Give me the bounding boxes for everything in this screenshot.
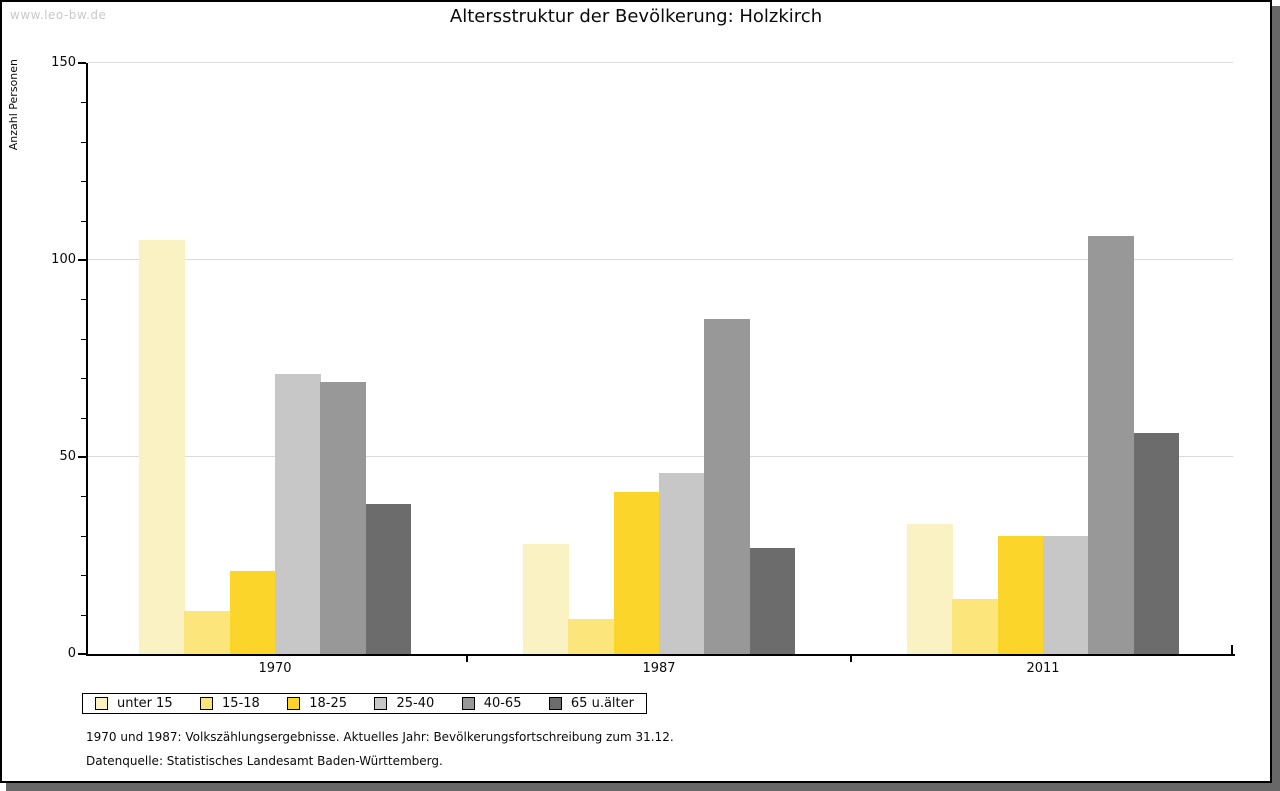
y-tick-minor-20 bbox=[81, 575, 86, 577]
bar-2011-25-40 bbox=[1043, 536, 1089, 654]
y-tick-major-0 bbox=[78, 653, 86, 655]
legend-swatch-icon bbox=[548, 697, 562, 710]
y-tick-label-50: 50 bbox=[59, 449, 76, 464]
y-tick-label-100: 100 bbox=[51, 252, 76, 267]
y-tick-minor-140 bbox=[81, 102, 86, 104]
y-tick-minor-110 bbox=[81, 220, 86, 222]
x-category-label-1970: 1970 bbox=[258, 661, 292, 676]
bar-2011-15-18 bbox=[952, 599, 999, 654]
footnote-data-source: Datenquelle: Statistisches Landesamt Bad… bbox=[86, 754, 443, 768]
x-axis-line bbox=[86, 654, 1235, 656]
legend-label: 15-18 bbox=[222, 696, 260, 711]
y-tick-major-100 bbox=[78, 259, 86, 261]
gridline-50 bbox=[88, 456, 1233, 457]
legend-swatch-icon bbox=[200, 697, 214, 710]
bar-1987-15-18 bbox=[568, 619, 615, 654]
bar-1970-15-18 bbox=[184, 611, 231, 654]
legend-item-15-18: 15-18 bbox=[200, 696, 260, 711]
y-tick-minor-80 bbox=[81, 338, 86, 340]
legend-swatch-icon bbox=[461, 697, 475, 710]
bar-1970-unter-15 bbox=[139, 240, 185, 654]
gridline-100 bbox=[88, 259, 1233, 260]
legend-label: 25-40 bbox=[396, 696, 435, 711]
bar-1987-unter-15 bbox=[523, 544, 569, 654]
legend-label: 18-25 bbox=[309, 696, 348, 711]
leo-bw-watermark: www.leo-bw.de bbox=[10, 8, 107, 22]
y-tick-minor-40 bbox=[81, 496, 86, 498]
y-tick-label-0: 0 bbox=[67, 646, 76, 661]
y-tick-minor-30 bbox=[81, 535, 86, 537]
y-tick-minor-120 bbox=[81, 181, 86, 183]
bar-1970-40-65 bbox=[320, 382, 367, 654]
legend-label: 65 u.älter bbox=[570, 696, 634, 711]
y-tick-minor-60 bbox=[81, 417, 86, 419]
legend-item-65-u-lter: 65 u.älter bbox=[548, 696, 634, 711]
y-tick-minor-10 bbox=[81, 614, 86, 616]
x-axis-end-tick bbox=[1231, 645, 1233, 654]
legend-swatch-icon bbox=[95, 697, 108, 710]
bar-2011-unter-15 bbox=[907, 524, 953, 654]
bar-1987-25-40 bbox=[659, 473, 705, 654]
y-tick-minor-90 bbox=[81, 299, 86, 301]
bar-1987-40-65 bbox=[704, 319, 751, 654]
plot-area: 0 50 100 150 1970 1987 2011 bbox=[51, 55, 1235, 676]
chart-title: Altersstruktur der Bevölkerung: Holzkirc… bbox=[449, 6, 823, 27]
y-tick-major-50 bbox=[78, 456, 86, 458]
bar-1970-65-u-lter bbox=[365, 504, 412, 654]
bar-1987-65-u-lter bbox=[749, 548, 796, 654]
bar-1970-25-40 bbox=[275, 374, 321, 654]
legend-item-unter-15: unter 15 bbox=[95, 696, 173, 711]
y-tick-major-150 bbox=[78, 62, 86, 64]
legend-label: unter 15 bbox=[117, 696, 173, 711]
bar-2011-65-u-lter bbox=[1133, 433, 1180, 654]
gridline-150 bbox=[88, 62, 1233, 63]
y-tick-minor-130 bbox=[81, 141, 86, 143]
x-separator-tick-2 bbox=[850, 656, 852, 662]
bar-2011-40-65 bbox=[1088, 236, 1135, 654]
bar-1970-18-25 bbox=[229, 571, 276, 654]
legend-label: 40-65 bbox=[483, 696, 522, 711]
legend-item-18-25: 18-25 bbox=[287, 696, 347, 711]
legend-item-40-65: 40-65 bbox=[461, 696, 522, 711]
x-category-label-2011: 2011 bbox=[1026, 661, 1060, 676]
x-separator-tick-1 bbox=[466, 656, 468, 662]
y-tick-minor-70 bbox=[81, 378, 86, 380]
legend-swatch-icon bbox=[374, 697, 388, 710]
legend-swatch-icon bbox=[287, 697, 301, 710]
legend-box: unter 15 15-18 18-25 25-40 40-65 65 u.älter bbox=[82, 693, 647, 714]
bar-2011-18-25 bbox=[997, 536, 1044, 654]
x-category-label-1987: 1987 bbox=[642, 661, 676, 676]
footnote-source-years: 1970 und 1987: Volkszählungsergebnisse. … bbox=[86, 730, 674, 744]
y-axis-line bbox=[86, 63, 88, 656]
bar-1987-18-25 bbox=[613, 492, 660, 654]
y-tick-label-150: 150 bbox=[51, 55, 76, 70]
y-axis-label: Anzahl Personen bbox=[7, 59, 20, 151]
legend-item-25-40: 25-40 bbox=[374, 696, 434, 711]
